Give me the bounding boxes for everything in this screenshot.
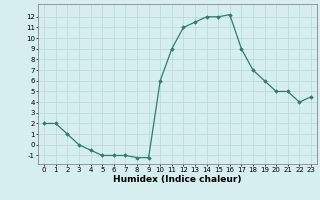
X-axis label: Humidex (Indice chaleur): Humidex (Indice chaleur): [113, 175, 242, 184]
